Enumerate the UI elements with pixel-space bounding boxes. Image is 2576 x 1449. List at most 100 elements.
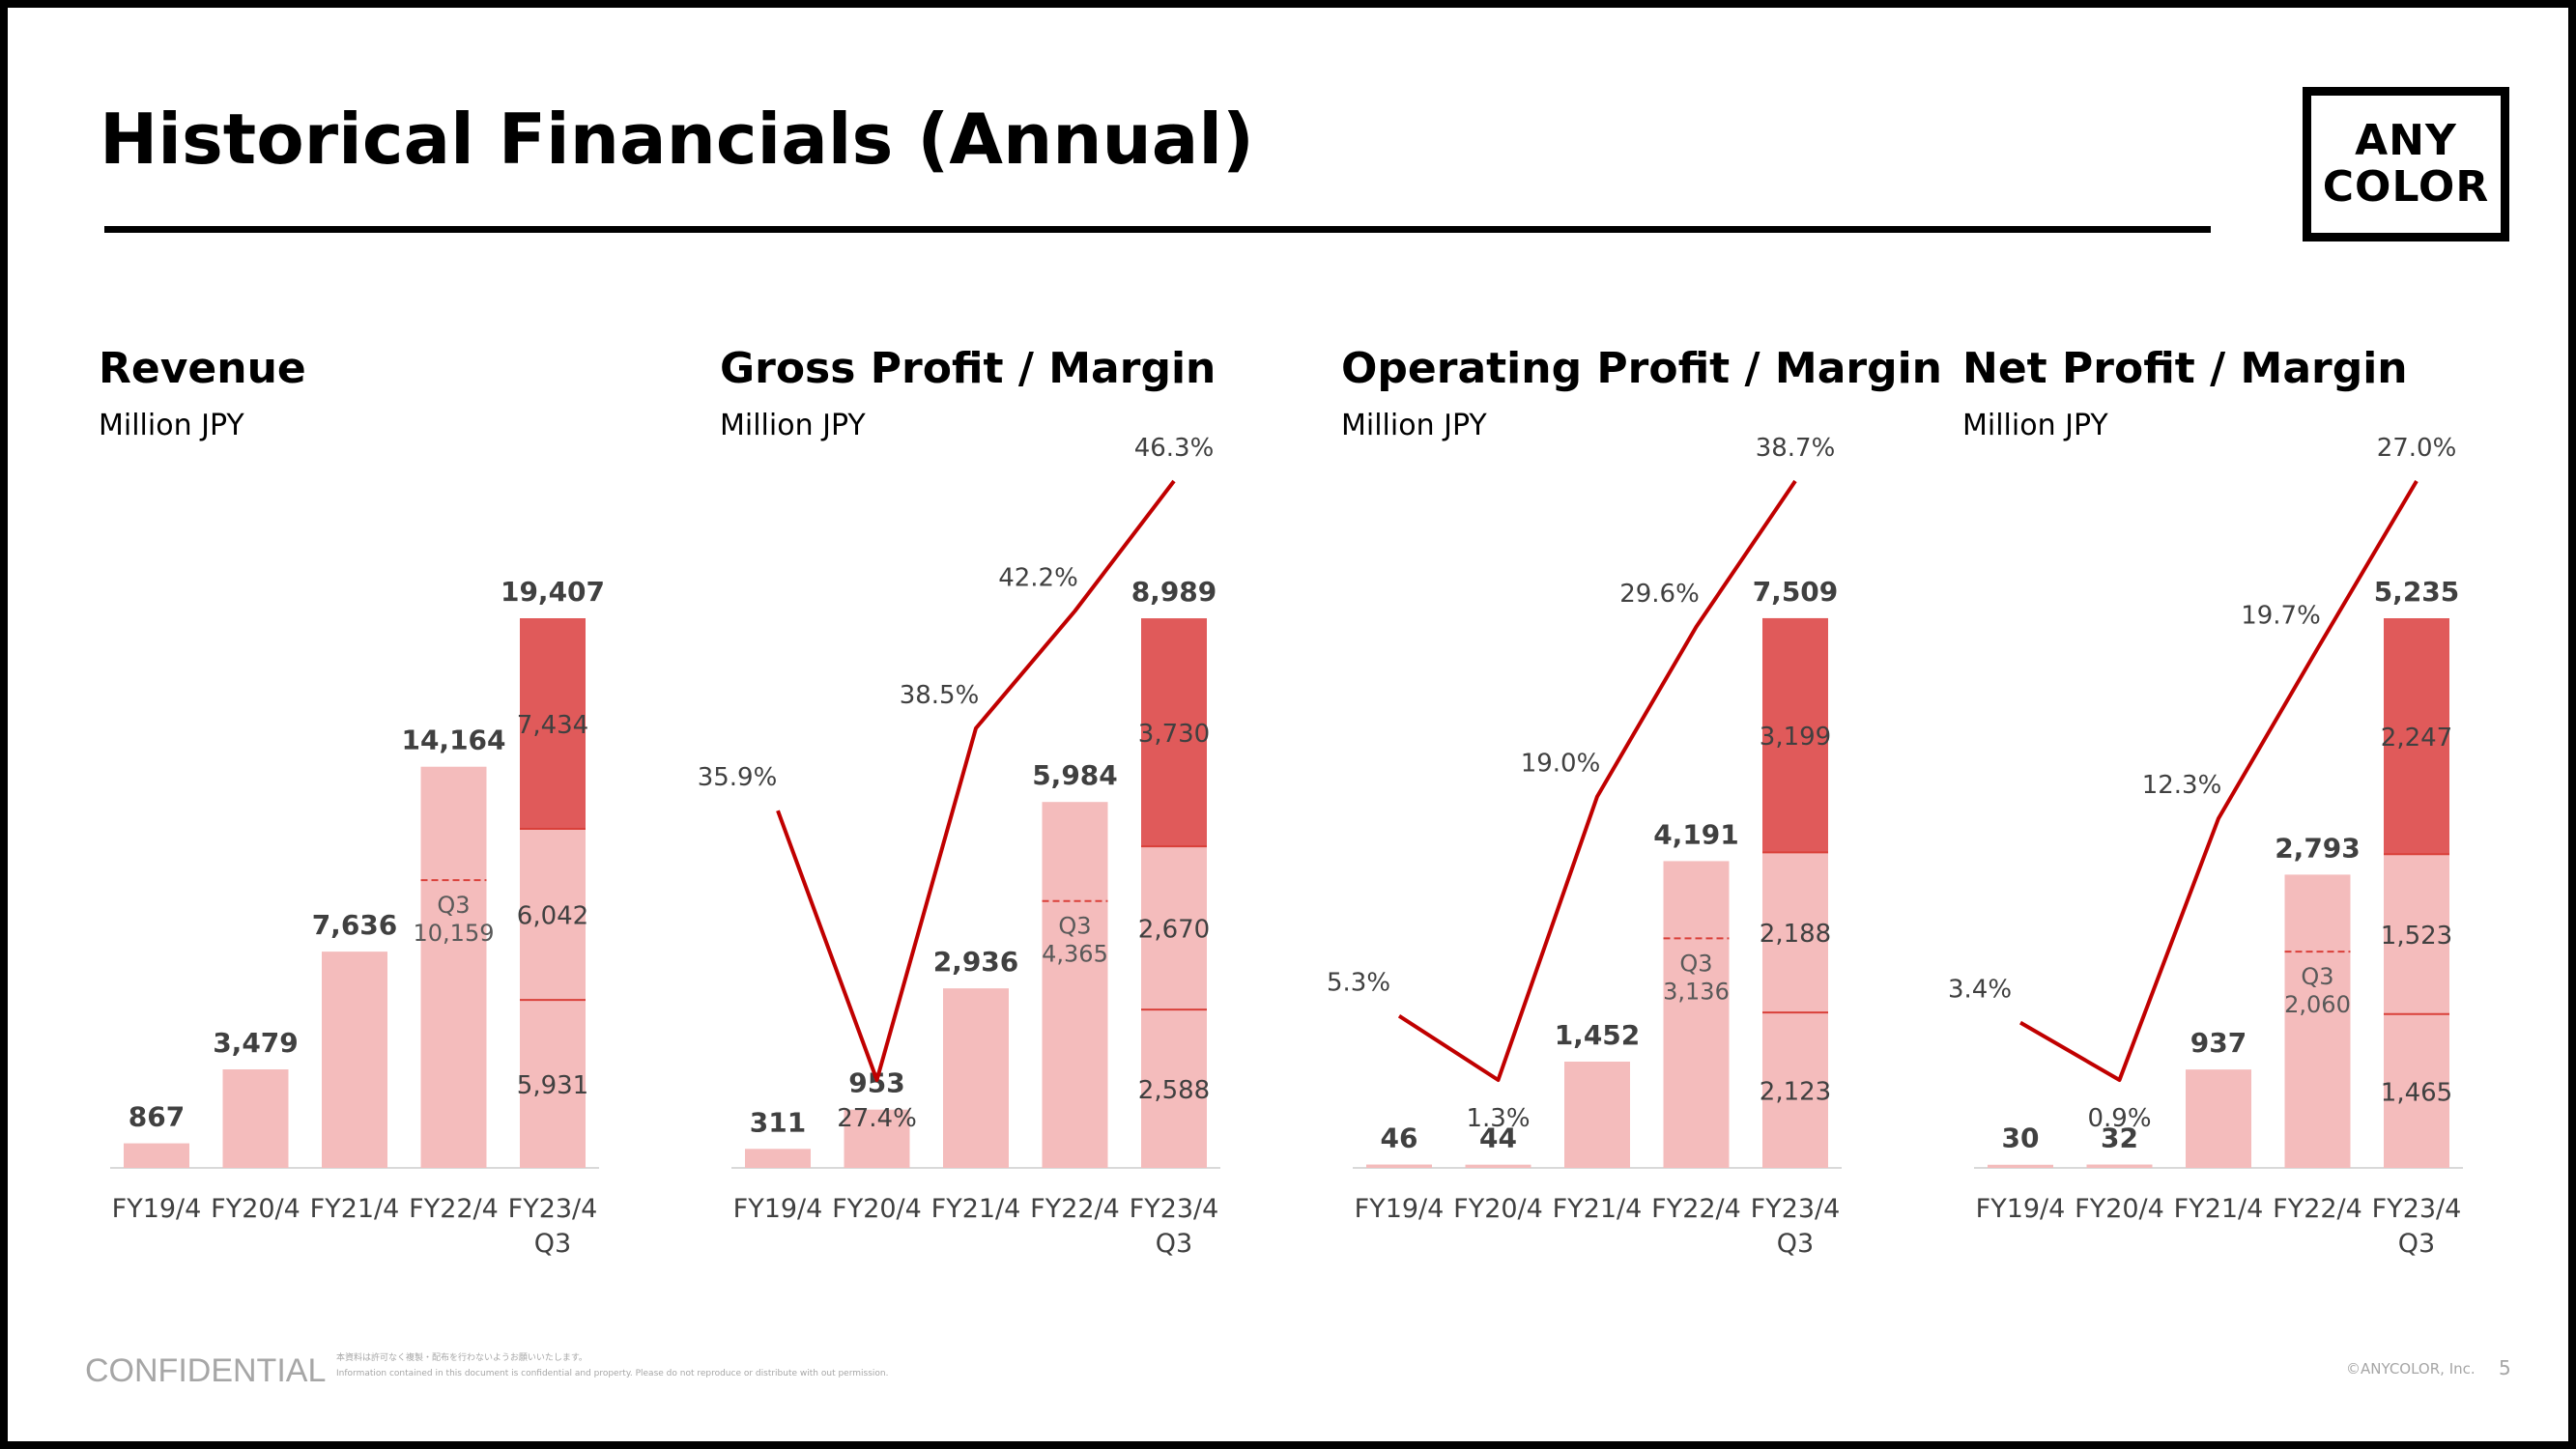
operating-profit-category-label: FY22/4	[1651, 1194, 1741, 1224]
operating-profit-margin-label: 5.3%	[1327, 969, 1390, 998]
net-profit-value-label: 32	[2101, 1122, 2138, 1154]
operating-profit-bar	[1663, 861, 1730, 1168]
net-profit-category-label: FY19/4	[1976, 1194, 2066, 1224]
operating-profit-value-label: 7,509	[1753, 576, 1839, 608]
gross-profit-margin-label: 27.4%	[837, 1104, 917, 1133]
net-profit-bar-segment	[2384, 854, 2449, 1014]
gross-profit-segment-label: 2,588	[1138, 1076, 1210, 1105]
page-title: Historical Financials (Annual)	[100, 99, 1254, 180]
net-profit-category-label: FY22/4	[2273, 1194, 2362, 1224]
net-profit-q3-value: 2,060	[2284, 991, 2351, 1018]
revenue-bar-segment	[520, 828, 586, 1001]
net-profit-value-label: 2,793	[2275, 832, 2361, 864]
net-profit-bar-segment	[2384, 1013, 2449, 1168]
operating-profit-value-label: 46	[1381, 1122, 1418, 1154]
operating-profit-margin-label: 19.0%	[1521, 750, 1601, 779]
gross-profit-category-label-sub: Q3	[1156, 1229, 1192, 1259]
net-profit-value-label: 30	[2002, 1122, 2040, 1154]
revenue-bar	[322, 952, 387, 1168]
gross-profit-category-label: FY20/4	[832, 1194, 922, 1224]
net-profit-margin-label: 27.0%	[2377, 434, 2457, 463]
operating-profit-category-label: FY20/4	[1453, 1194, 1543, 1224]
net-profit-category-label: FY21/4	[2174, 1194, 2264, 1224]
gross-profit-margin-label: 35.9%	[698, 763, 778, 792]
operating-profit-bar	[1564, 1061, 1630, 1168]
operating-profit-value-label: 1,452	[1555, 1019, 1641, 1051]
revenue-title: Revenue	[99, 344, 306, 393]
operating-profit-title: Operating Profit / Margin	[1341, 344, 1942, 393]
net-profit-segment-label: 1,465	[2381, 1078, 2452, 1107]
net-profit-segment-label: 2,247	[2381, 724, 2452, 753]
revenue-segment-label: 7,434	[517, 711, 588, 740]
gross-profit-category-label: FY23/4	[1130, 1194, 1219, 1224]
operating-profit-bar	[1366, 1164, 1432, 1168]
operating-profit-bar-segment	[1762, 852, 1828, 1013]
operating-profit-bar-segment	[1762, 1012, 1828, 1168]
gross-profit-bar	[943, 988, 1009, 1168]
revenue-segment-label: 6,042	[517, 902, 588, 931]
revenue-value-label: 14,164	[401, 724, 505, 756]
operating-profit-segment-label: 2,188	[1760, 920, 1831, 949]
page-number: 5	[2499, 1356, 2511, 1379]
gross-profit-bar	[844, 1109, 910, 1168]
operating-profit-segment-label: 2,123	[1760, 1078, 1831, 1107]
revenue-value-label: 19,407	[501, 576, 605, 608]
revenue-category-label: FY22/4	[409, 1194, 499, 1224]
revenue-bar	[222, 1068, 289, 1168]
operating-profit-category-label: FY23/4	[1751, 1194, 1841, 1224]
gross-profit-margin-label: 46.3%	[1134, 434, 1215, 463]
gross-profit-q3-value: 4,365	[1042, 941, 1108, 968]
net-profit-segment-label: 1,523	[2381, 922, 2452, 951]
operating-profit-q3-value: 3,136	[1663, 978, 1730, 1005]
gross-profit-value-label: 8,989	[1131, 576, 1217, 608]
gross-profit-bar	[1042, 802, 1108, 1168]
gross-profit-margin-line	[776, 479, 1176, 1082]
financial-charts: 867 FY19/4 3,479 FY20/4 7,636 FY21/4 Q3 10,159 1…	[110, 434, 2463, 1259]
gross-profit-category-label: FY21/4	[931, 1194, 1021, 1224]
gross-profit-margin-label: 42.2%	[998, 563, 1078, 592]
net-profit-unit: Million JPY	[1962, 409, 2108, 442]
revenue-bar-segment	[520, 1000, 586, 1168]
revenue-bar-segment	[520, 618, 586, 829]
operating-profit-bar	[1465, 1164, 1531, 1168]
gross-profit-value-label: 5,984	[1032, 759, 1118, 791]
operating-profit-bar-segment	[1762, 617, 1828, 853]
slide: Historical Financials (Annual) ANY COLOR…	[8, 8, 2568, 1441]
operating-profit-margin-label: 1.3%	[1466, 1104, 1530, 1133]
gross-profit-category-label: FY22/4	[1030, 1194, 1120, 1224]
net-profit-bar	[1988, 1164, 2053, 1168]
net-profit-bar-segment	[2384, 618, 2449, 855]
revenue-segment-label: 5,931	[517, 1071, 588, 1100]
anycolor-logo: ANY COLOR	[2303, 87, 2509, 242]
revenue-bar	[124, 1143, 189, 1168]
net-profit-bar	[2186, 1069, 2251, 1168]
operating-profit-category-label: FY19/4	[1355, 1194, 1445, 1224]
revenue-value-label: 7,636	[312, 909, 398, 941]
confidential-label: CONFIDENTIAL	[85, 1352, 327, 1389]
net-profit-value-label: 5,235	[2374, 576, 2460, 608]
revenue-category-label: FY19/4	[112, 1194, 202, 1224]
gross-profit-bar-segment	[1141, 1009, 1207, 1168]
gross-profit-value-label: 2,936	[933, 946, 1019, 978]
net-profit-margin-label: 19.7%	[2241, 601, 2321, 630]
net-profit-category-label-sub: Q3	[2398, 1229, 2435, 1259]
operating-profit-value-label: 4,191	[1653, 818, 1739, 850]
gross-profit-bar-segment	[1141, 618, 1207, 847]
net-profit-category-label: FY20/4	[2075, 1194, 2164, 1224]
logo-line-1: ANY	[2355, 116, 2457, 165]
confidential-note-jp: 本資料は許可なく複製・配布を行わないようお願いいたします。	[336, 1353, 587, 1363]
revenue-category-label: FY21/4	[310, 1194, 400, 1224]
title-underline	[104, 226, 2211, 233]
confidential-note: 本資料は許可なく複製・配布を行わないようお願いいたします。 Informatio…	[336, 1350, 888, 1381]
copyright: ©ANYCOLOR, Inc.	[2346, 1360, 2476, 1378]
gross-profit-title: Gross Profit / Margin	[720, 344, 1216, 393]
revenue-unit: Million JPY	[99, 409, 244, 442]
operating-profit-margin-line	[1397, 479, 1797, 1082]
revenue-category-label: FY20/4	[211, 1194, 301, 1224]
revenue-category-label: FY23/4	[508, 1194, 598, 1224]
revenue-q3-value: 10,159	[414, 920, 495, 947]
revenue-value-label: 867	[129, 1101, 185, 1133]
gross-profit-segment-label: 2,670	[1138, 916, 1210, 945]
revenue-value-label: 3,479	[213, 1027, 299, 1059]
operating-profit-value-label: 44	[1479, 1122, 1517, 1154]
